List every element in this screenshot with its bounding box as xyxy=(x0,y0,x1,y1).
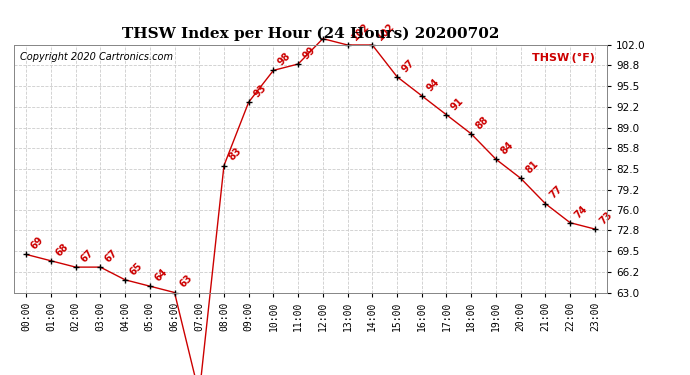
Text: 67: 67 xyxy=(79,248,95,264)
Text: 103: 103 xyxy=(0,374,1,375)
Text: 84: 84 xyxy=(499,140,515,156)
Text: 69: 69 xyxy=(29,235,46,252)
Text: 97: 97 xyxy=(400,57,417,74)
Text: 98: 98 xyxy=(276,51,293,68)
Text: 67: 67 xyxy=(103,248,120,264)
Text: 73: 73 xyxy=(598,210,614,226)
Text: 63: 63 xyxy=(177,273,194,290)
Text: 64: 64 xyxy=(152,267,169,284)
Text: 68: 68 xyxy=(54,241,70,258)
Text: 93: 93 xyxy=(251,83,268,99)
Text: 74: 74 xyxy=(573,203,589,220)
Text: 88: 88 xyxy=(474,114,491,131)
Text: 77: 77 xyxy=(548,184,565,201)
Text: 65: 65 xyxy=(128,260,144,277)
Title: THSW Index per Hour (24 Hours) 20200702: THSW Index per Hour (24 Hours) 20200702 xyxy=(122,27,499,41)
Text: 47: 47 xyxy=(0,374,1,375)
Text: 102: 102 xyxy=(351,21,372,42)
Text: 99: 99 xyxy=(301,45,317,61)
Text: 94: 94 xyxy=(424,76,441,93)
Text: 91: 91 xyxy=(449,95,466,112)
Text: 81: 81 xyxy=(524,159,540,176)
Text: 102: 102 xyxy=(375,21,397,42)
Text: THSW (°F): THSW (°F) xyxy=(533,53,595,63)
Text: Copyright 2020 Cartronics.com: Copyright 2020 Cartronics.com xyxy=(20,53,172,62)
Text: 83: 83 xyxy=(227,146,244,163)
